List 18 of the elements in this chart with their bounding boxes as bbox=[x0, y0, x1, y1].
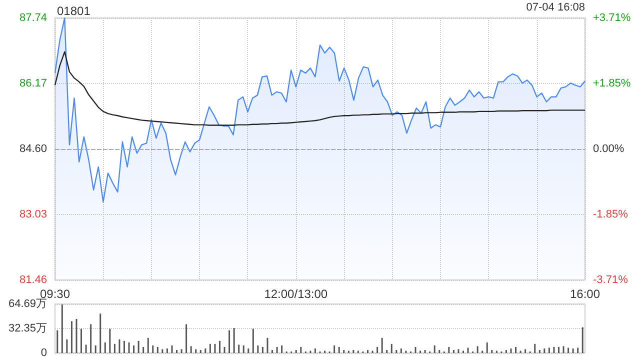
y2-tick-label: 0.00% bbox=[593, 143, 624, 155]
y-tick-label: 83.03 bbox=[19, 208, 47, 220]
y-tick-label: 64.69万 bbox=[8, 298, 47, 310]
y2-tick-label: -1.85% bbox=[593, 208, 628, 220]
line-series bbox=[54, 51, 586, 126]
y-tick-label: 84.60 bbox=[19, 143, 47, 155]
y2-tick-label: -3.71% bbox=[593, 274, 628, 286]
y-tick-label: 86.17 bbox=[19, 78, 47, 90]
y-tick-label: 87.74 bbox=[19, 12, 47, 24]
x-tick-label: 12:00/13:00 bbox=[264, 287, 328, 301]
text: 07-04 16:08 bbox=[526, 2, 585, 14]
chart-title: 01801 bbox=[57, 4, 91, 18]
y-tick-label: 32.35万 bbox=[8, 322, 47, 334]
x-tick-label: 16:00 bbox=[570, 287, 600, 301]
y-tick-label: 0 bbox=[40, 347, 47, 359]
y2-tick-label: +1.85% bbox=[593, 78, 631, 90]
y2-tick-label: +3.71% bbox=[593, 12, 631, 24]
y-tick-label: 81.46 bbox=[19, 274, 47, 286]
